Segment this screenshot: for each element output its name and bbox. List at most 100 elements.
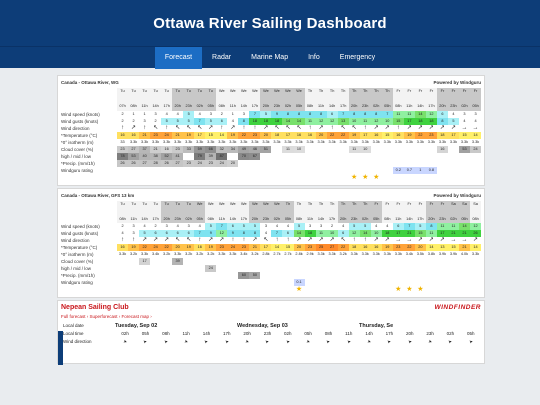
rating-star-icon xyxy=(139,174,150,181)
day-cell: Tu xyxy=(183,88,195,96)
isotherm-cell: 3.3k xyxy=(284,139,292,144)
wind-speed-cell: 5 xyxy=(348,223,360,230)
cloud-mid-cell xyxy=(282,152,294,160)
wind-speed-cell: 2 xyxy=(117,223,129,230)
day-cell: Th xyxy=(370,88,382,96)
hour-cell: 02h xyxy=(271,215,283,223)
cloud-high-cell xyxy=(436,258,448,265)
powered-by-link[interactable]: Powered by Windguru xyxy=(433,192,481,198)
spot-title[interactable]: Nepean Sailing Club xyxy=(61,304,129,311)
cloud-mid-cell xyxy=(436,152,448,160)
temperature-cell: 13 xyxy=(436,244,448,251)
wind-speed-cell: 2 xyxy=(216,110,228,118)
isotherm-cell: 3.9k xyxy=(438,252,447,256)
forecast-links[interactable]: Full forecast › Superforecast › Forecast… xyxy=(61,314,152,319)
temperature-cell: 27 xyxy=(326,244,338,251)
wind-speed-cell: 2 xyxy=(117,110,129,118)
cloud-mid-cell xyxy=(216,265,228,272)
temperature-cell: 22 xyxy=(403,244,415,251)
rating-star-icon xyxy=(205,174,216,181)
cloud-high-cell xyxy=(271,145,283,153)
date-cell xyxy=(293,95,305,103)
cloud-low-cell xyxy=(436,272,448,279)
nav-item-info[interactable]: Info xyxy=(308,54,320,61)
precip-cell: 1 xyxy=(414,166,426,174)
precip-cell xyxy=(426,279,437,286)
cloud-mid-cell xyxy=(370,152,382,160)
day-cell: Tu xyxy=(150,88,162,96)
wind-speed-cell: 12 xyxy=(470,223,482,230)
rating-star-icon xyxy=(216,174,227,181)
forecast-column: Fr 23h 11 17 ↗ 13 3.9k xyxy=(436,200,448,294)
forecast-column: Th 20h 8 10 ↖ 19 3.3k 11 ★ xyxy=(348,88,360,181)
isotherm-cell: 2.7k xyxy=(273,252,281,256)
row-label: *0° isotherm (m) xyxy=(61,139,94,145)
cloud-mid-cell xyxy=(271,152,283,160)
cloud-high-cell xyxy=(370,258,382,265)
isotherm-cell: 3.2k xyxy=(339,252,347,256)
temperature-cell: 25 xyxy=(315,244,327,251)
rating-star-icon xyxy=(316,174,327,181)
temperature-cell: 16 xyxy=(128,131,140,139)
cloud-low-cell xyxy=(271,159,283,167)
cloud-mid-cell xyxy=(161,265,173,272)
wind-direction-icon: ↗ xyxy=(252,237,258,243)
date-cell xyxy=(348,95,360,103)
wind-speed-cell: 5 xyxy=(238,223,250,230)
date-cell xyxy=(458,208,470,216)
cloud-mid-cell xyxy=(348,152,360,160)
wind-direction-icon: ↗ xyxy=(406,124,412,131)
forecast-column: Th 08h 5 14 ↗ 20 2.8k 0.1 ★ xyxy=(293,200,305,293)
wind-gust-cell: 2 xyxy=(117,117,129,125)
cloud-high-cell: 32 xyxy=(216,145,228,153)
rating-star-icon xyxy=(150,286,161,293)
hour-cell: 05h xyxy=(293,103,305,111)
isotherm-cell: 3.3k xyxy=(383,252,391,256)
temperature-cell: 14 xyxy=(216,131,228,139)
wind-speed-cell: 9 xyxy=(271,110,283,118)
cloud-high-cell: 23 xyxy=(117,145,129,153)
wind-speed-cell: 8 xyxy=(359,110,371,118)
isotherm-cell: 3.3k xyxy=(372,252,380,256)
nav-item-marine-map[interactable]: Marine Map xyxy=(251,54,289,61)
cloud-low-cell xyxy=(315,159,327,167)
wind-speed-cell: 6 xyxy=(436,110,448,118)
date-cell xyxy=(172,95,184,103)
powered-by-link[interactable]: Powered by Windguru xyxy=(433,80,481,85)
cloud-mid-cell xyxy=(414,265,426,272)
nav-item-radar[interactable]: Radar xyxy=(212,54,232,61)
precip-cell xyxy=(470,279,481,286)
wind-gust-cell: 5 xyxy=(205,117,217,125)
day-cell: Fr xyxy=(447,88,459,96)
precip-cell xyxy=(305,167,316,174)
wind-direction-icon: ↑ xyxy=(308,124,312,131)
isotherm-cell: 3.3k xyxy=(229,139,237,144)
time-cell: 05h xyxy=(466,331,475,336)
temperature-cell: 18 xyxy=(348,244,360,251)
nav-item-forecast[interactable]: Forecast xyxy=(154,47,203,69)
wind-gust-cell: 10 xyxy=(370,230,382,237)
cloud-high-cell: 27 xyxy=(128,145,140,153)
isotherm-cell: 2.8k xyxy=(262,252,270,256)
day-cell: Th xyxy=(381,88,393,96)
forecast-column: Th 14h 6 12 ↑ 22 3.3k xyxy=(326,88,338,181)
cloud-high-cell: 39 xyxy=(172,258,184,265)
wind-direction-icon: ↗ xyxy=(263,124,269,131)
cloud-low-cell xyxy=(337,272,349,279)
cloud-low-cell: 27 xyxy=(172,159,184,167)
nav-item-emergency[interactable]: Emergency xyxy=(339,54,376,61)
precip-cell xyxy=(404,279,415,286)
wind-direction-icon: ↖ xyxy=(263,237,269,243)
wind-speed-cell: 5 xyxy=(293,223,305,230)
panel-location: Canada - Ottawa River, WG xyxy=(61,80,119,85)
isotherm-cell: 3.3k xyxy=(372,139,380,144)
wind-gust-cell: 2 xyxy=(128,117,140,125)
wind-direction-icon: ➤ xyxy=(163,338,169,345)
hour-cell: 14h xyxy=(150,103,162,111)
windfinder-logo[interactable]: WINDFINDER xyxy=(434,304,481,311)
forecast-column: Th 08h 8 11 ↑ 16 3.3k xyxy=(304,88,316,181)
temperature-cell: 22 xyxy=(161,244,173,251)
time-cell: 17h xyxy=(385,331,394,336)
day-header: Wednesday, Sep 03 xyxy=(237,323,288,329)
date-cell xyxy=(403,208,415,216)
